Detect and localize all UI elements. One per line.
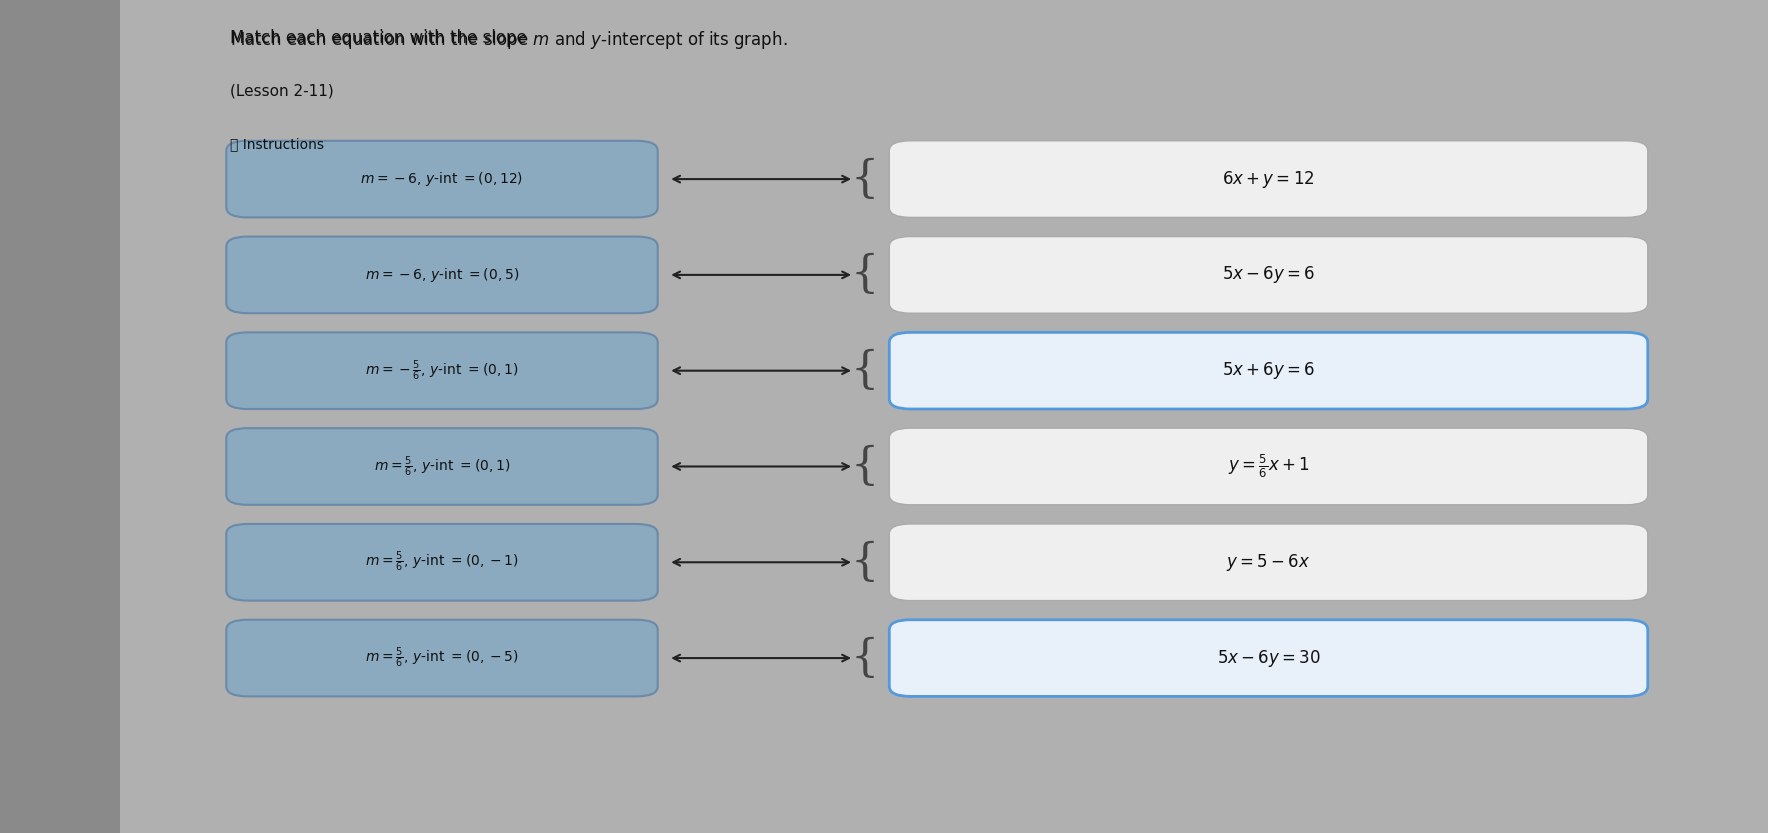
FancyBboxPatch shape: [0, 0, 120, 833]
Text: {: {: [850, 445, 879, 488]
FancyBboxPatch shape: [226, 524, 658, 601]
Text: {: {: [850, 541, 879, 584]
FancyBboxPatch shape: [226, 332, 658, 409]
Text: $6x + y = 12$: $6x + y = 12$: [1222, 168, 1315, 190]
Text: {: {: [850, 157, 879, 201]
Text: $m = \frac{5}{6}$, $y$-int $= (0, -1)$: $m = \frac{5}{6}$, $y$-int $= (0, -1)$: [366, 550, 518, 575]
FancyBboxPatch shape: [889, 524, 1648, 601]
FancyBboxPatch shape: [889, 428, 1648, 505]
Text: $y = 5 - 6x$: $y = 5 - 6x$: [1227, 551, 1310, 573]
Text: $m = \frac{5}{6}$, $y$-int $= (0, -5)$: $m = \frac{5}{6}$, $y$-int $= (0, -5)$: [366, 646, 518, 671]
FancyBboxPatch shape: [889, 237, 1648, 313]
Text: $m = \frac{5}{6}$, $y$-int $= (0, 1)$: $m = \frac{5}{6}$, $y$-int $= (0, 1)$: [373, 454, 511, 479]
Text: Match each equation with the slope $m$ and $y$-intercept of its graph.: Match each equation with the slope $m$ a…: [230, 29, 787, 51]
FancyBboxPatch shape: [226, 428, 658, 505]
Text: ⓘ Instructions: ⓘ Instructions: [230, 137, 324, 152]
FancyBboxPatch shape: [226, 237, 658, 313]
FancyBboxPatch shape: [889, 141, 1648, 217]
Text: $m = -\frac{5}{6}$, $y$-int $= (0, 1)$: $m = -\frac{5}{6}$, $y$-int $= (0, 1)$: [366, 358, 518, 383]
Text: $m = -6$, $y$-int $= (0, 5)$: $m = -6$, $y$-int $= (0, 5)$: [364, 266, 520, 284]
Text: $5x - 6y = 30$: $5x - 6y = 30$: [1216, 647, 1321, 669]
Text: {: {: [850, 253, 879, 297]
FancyBboxPatch shape: [889, 332, 1648, 409]
Text: $y = \frac{5}{6}x + 1$: $y = \frac{5}{6}x + 1$: [1227, 453, 1310, 480]
Text: (Lesson 2-11): (Lesson 2-11): [230, 83, 334, 98]
Text: {: {: [850, 636, 879, 680]
FancyBboxPatch shape: [889, 620, 1648, 696]
Text: $m = -6$, $y$-int $= (0, 12)$: $m = -6$, $y$-int $= (0, 12)$: [361, 170, 523, 188]
Text: Match each equation with the slope: Match each equation with the slope: [230, 29, 532, 47]
Text: {: {: [850, 349, 879, 392]
FancyBboxPatch shape: [226, 141, 658, 217]
Text: $5x - 6y = 6$: $5x - 6y = 6$: [1222, 264, 1315, 286]
FancyBboxPatch shape: [226, 620, 658, 696]
Text: $5x + 6y = 6$: $5x + 6y = 6$: [1222, 360, 1315, 382]
